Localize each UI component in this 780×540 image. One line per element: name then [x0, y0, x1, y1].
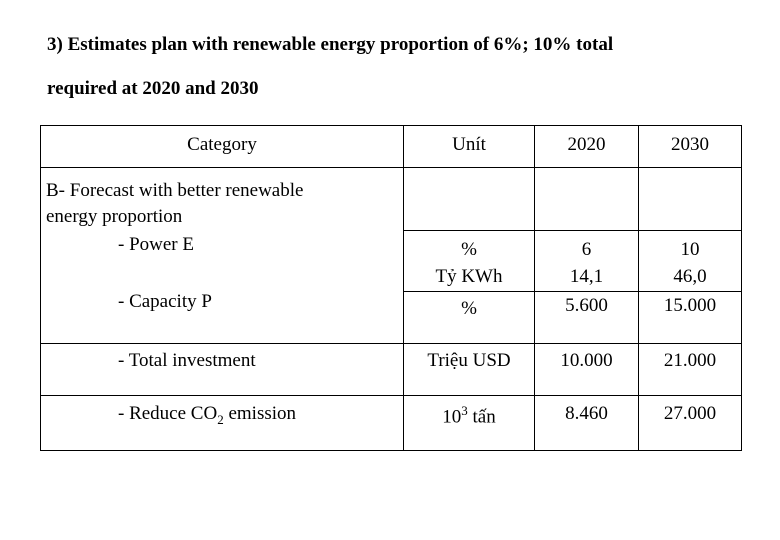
co2-prefix: - Reduce CO	[118, 402, 218, 424]
row-2030-cell: 10 46,0	[638, 229, 742, 292]
estimates-table: Category Unít 2020 2030 B- Forecast with…	[40, 125, 742, 451]
row-category-cell: - Total investment	[40, 342, 404, 395]
row-2030-cell: 21.000	[638, 342, 742, 396]
row-2020-cell: 8.460	[534, 394, 639, 451]
row-2030: 15.000	[663, 294, 717, 316]
row-category-cell: - Reduce CO2 emission	[40, 394, 404, 451]
row-2030-line-2: 46,0	[673, 265, 707, 287]
row-2020-line-1: 6	[581, 238, 592, 260]
section-cell: B- Forecast with better renewable energy…	[40, 167, 404, 230]
row-unit: % Tỷ KWh	[404, 231, 534, 290]
row-2030-line-1: 10	[680, 238, 700, 260]
heading-line-2: required at 2020 and 2030	[47, 78, 259, 99]
row-unit: %	[461, 297, 477, 319]
co2-subscript: 2	[217, 411, 224, 427]
header-2030: 2030	[671, 134, 709, 155]
row-2020-cell: 5.600	[534, 290, 639, 344]
row-2030-cell: 27.000	[638, 394, 742, 451]
table-header-row: Category Unít 2020 2030	[40, 125, 742, 168]
table-row: - Total investment Triệu USD 10.000 21.0…	[40, 342, 742, 396]
row-2020-cell: 10.000	[534, 342, 639, 396]
unit-superscript: 3	[461, 402, 468, 418]
section-2020-cell	[534, 167, 639, 231]
row-2030: 10 46,0	[639, 231, 741, 290]
row-2030: 21.000	[663, 349, 717, 371]
row-2030: 27.000	[663, 402, 717, 424]
row-2030-cell: 15.000	[638, 290, 742, 344]
row-unit-cell: 103 tấn	[403, 394, 535, 451]
section-label: B- Forecast with better renewable energy…	[41, 168, 403, 230]
co2-suffix: emission	[223, 402, 297, 424]
table-row: - Reduce CO2 emission 103 tấn 8.460 27.0…	[40, 394, 742, 451]
section-row: B- Forecast with better renewable energy…	[40, 167, 742, 231]
section-unit-cell	[403, 167, 535, 231]
row-2020: 5.600	[565, 294, 608, 316]
row-unit-cell: % Tỷ KWh	[403, 229, 535, 292]
row-2020: 6 14,1	[535, 231, 638, 290]
row-category: - Reduce CO2 emission	[41, 396, 403, 428]
header-2030-cell: 2030	[638, 125, 742, 168]
table-row: - Capacity P % 5.600 15.000	[40, 290, 742, 344]
table-row: - Power E % Tỷ KWh 6 14,1 10 46,0	[40, 229, 742, 292]
row-2020: 8.460	[565, 402, 608, 424]
row-unit: Triệu USD	[427, 349, 511, 371]
row-category-cell: - Power E	[40, 230, 404, 291]
heading-line-1: 3) Estimates plan with renewable energy …	[47, 34, 614, 55]
header-category-cell: Category	[40, 125, 404, 168]
row-unit-cell: %	[403, 290, 535, 344]
row-2020-cell: 6 14,1	[534, 229, 639, 292]
header-2020-cell: 2020	[534, 125, 639, 168]
section-2030-cell	[638, 167, 742, 231]
row-unit-line-1: %	[461, 238, 477, 260]
row-unit-line-2: Tỷ KWh	[435, 265, 503, 287]
row-category: - Total investment	[118, 349, 256, 371]
header-2020: 2020	[567, 134, 606, 155]
row-category: - Capacity P	[118, 291, 212, 312]
row-category-cell: - Capacity P	[40, 291, 404, 343]
header-category: Category	[187, 134, 257, 155]
row-2020: 10.000	[560, 349, 613, 371]
row-category: - Power E	[118, 234, 194, 255]
section-label-line-2: energy proportion	[46, 206, 183, 227]
section-label-line-1: B- Forecast with better renewable	[46, 180, 304, 201]
unit-suffix: tấn	[467, 405, 496, 427]
header-unit-cell: Unít	[403, 125, 535, 168]
header-unit: Unít	[452, 134, 486, 155]
row-2020-line-2: 14,1	[569, 265, 604, 287]
row-unit: 103 tấn	[404, 396, 534, 428]
row-unit-cell: Triệu USD	[403, 342, 535, 396]
unit-base: 10	[442, 405, 462, 427]
